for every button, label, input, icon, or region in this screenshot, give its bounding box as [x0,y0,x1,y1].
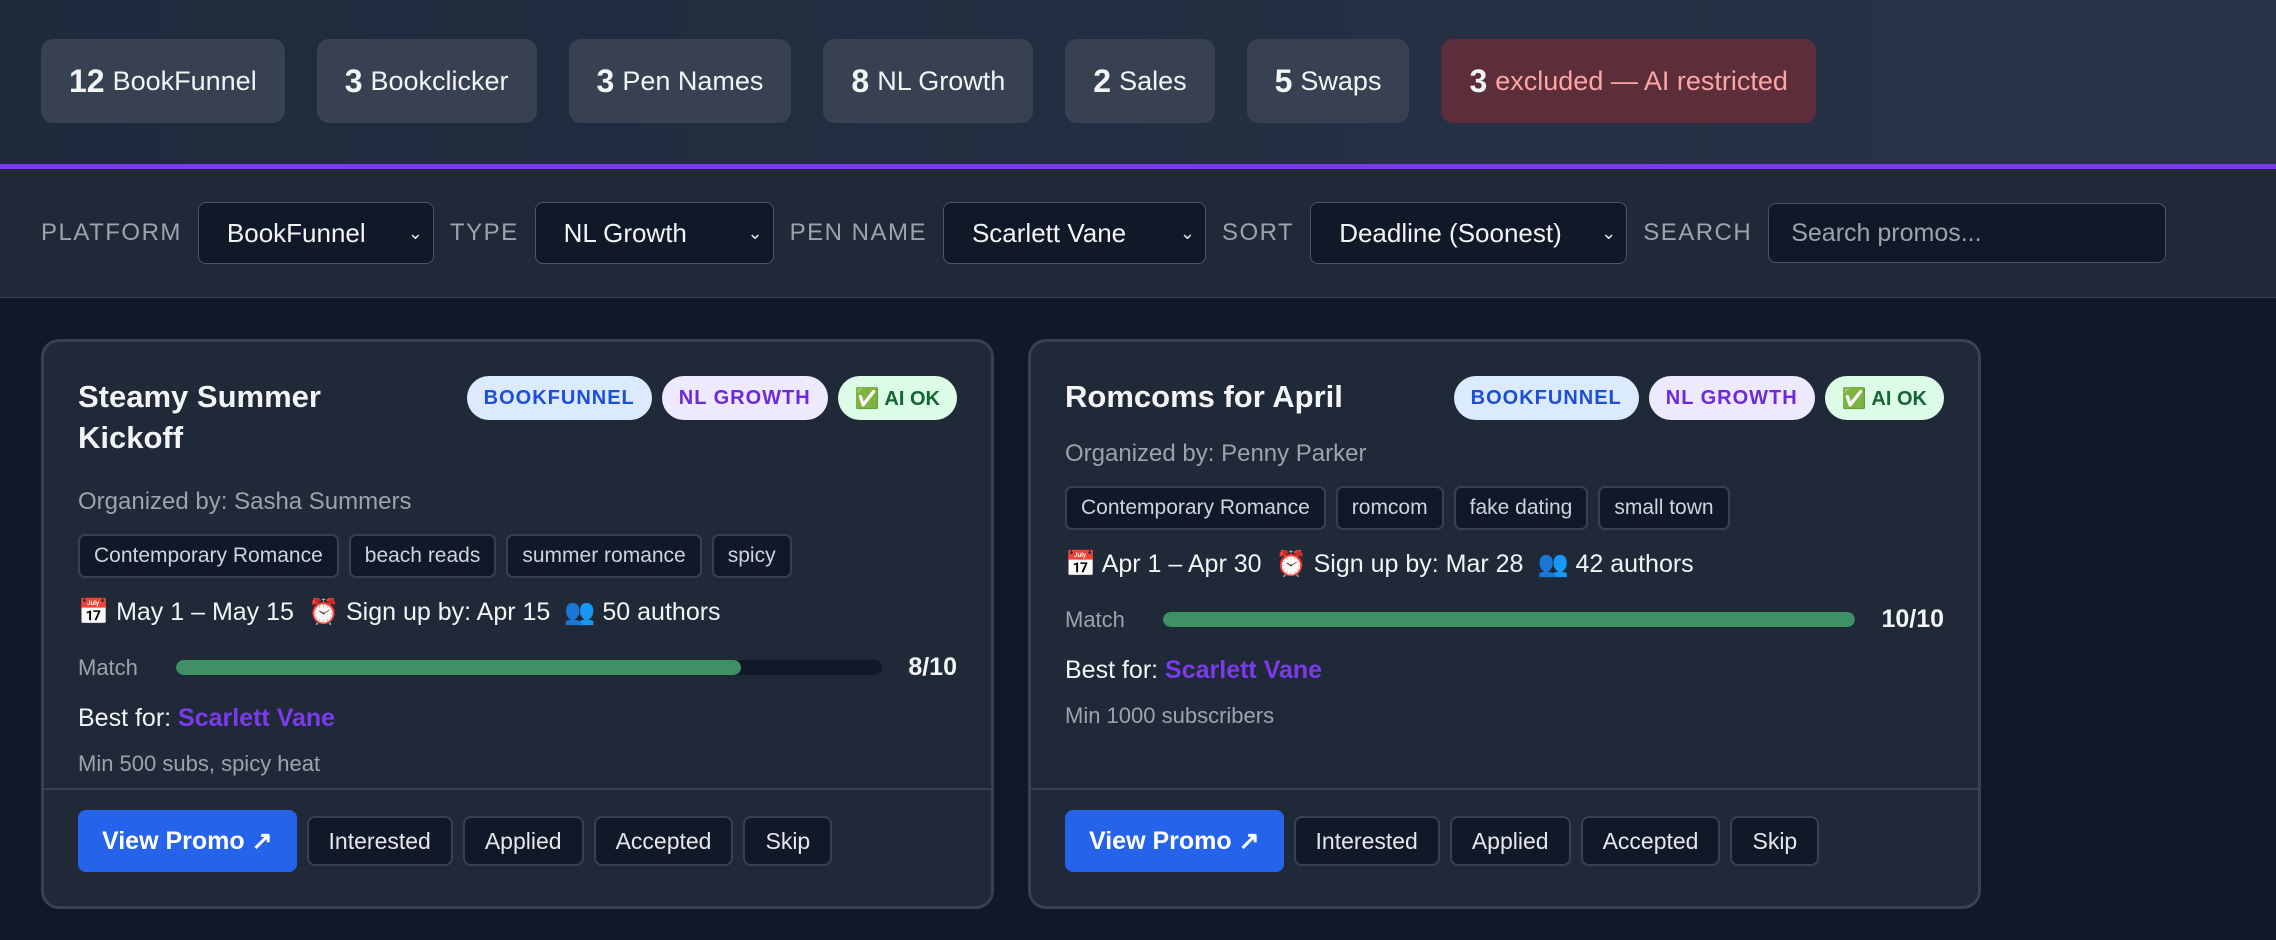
interested-button[interactable]: Interested [306,816,453,866]
stat-label: Swaps [1300,65,1382,96]
stat-label: NL Growth [877,65,1006,96]
stat-count: 5 [1274,62,1293,99]
sort-select[interactable]: Deadline (Soonest) ⌄ [1310,202,1628,264]
stat-label: BookFunnel [112,65,257,96]
stat-excluded[interactable]: 3 excluded — AI restricted [1441,39,1816,123]
view-promo-button[interactable]: View Promo ↗ [78,810,297,872]
stat-count: 3 [344,62,363,99]
promo-card: Steamy Summer Kickoff BOOKFUNNEL NL GROW… [41,339,994,909]
requirements: Min 1000 subscribers [1065,703,1275,728]
applied-button[interactable]: Applied [1449,816,1571,866]
stat-label: excluded — AI restricted [1495,65,1788,96]
match-bar [1163,612,1856,627]
pen-name-label: PEN NAME [789,219,927,246]
platform-badge: BOOKFUNNEL [1453,376,1639,420]
stat-count: 3 [1469,62,1488,99]
chevron-down-icon: ⌄ [1179,222,1195,243]
promo-title: Steamy Summer Kickoff [78,379,321,455]
best-for-pen-name: Scarlett Vane [178,704,336,732]
stat-count: 2 [1093,62,1112,99]
stats-row: 12 BookFunnel 3 Bookclicker 3 Pen Names 8 NL… [41,39,1816,123]
stat-sales[interactable]: 2 Sales [1065,39,1215,123]
type-label: TYPE [449,219,519,246]
ai-status-badge: ✅ AI OK [837,376,957,420]
stat-count: 8 [851,62,870,99]
stat-label: Pen Names [622,65,764,96]
organizer: Organized by: Sasha Summers [78,488,412,515]
match-score: 10/10 [1881,605,1944,633]
match-label: Match [78,654,138,680]
match-label: Match [1065,606,1125,632]
interested-button[interactable]: Interested [1293,816,1440,866]
type-badge: NL GROWTH [661,376,828,420]
skip-button[interactable]: Skip [743,816,833,866]
stat-bookclicker[interactable]: 3 Bookclicker [316,39,537,123]
stat-swaps[interactable]: 5 Swaps [1246,39,1410,123]
promo-dates: 📅 Apr 1 – Apr 30 [1065,550,1262,578]
stat-count: 3 [596,62,615,99]
requirements: Min 500 subs, spicy heat [78,751,321,776]
platform-value: BookFunnel [226,217,366,248]
match-bar-fill [176,660,742,675]
genre-tag: Contemporary Romance [1065,486,1326,530]
author-count: 👥 50 authors [564,598,721,626]
type-select[interactable]: NL Growth ⌄ [534,202,774,264]
match-bar [176,660,883,675]
chevron-down-icon: ⌄ [407,222,423,243]
accepted-button[interactable]: Accepted [1580,816,1721,866]
best-for-label: Best for: [1065,656,1159,684]
chevron-down-icon: ⌄ [1601,222,1617,243]
promo-grid: Steamy Summer Kickoff BOOKFUNNEL NL GROW… [0,298,2276,909]
stats-header: 12 BookFunnel 3 Bookclicker 3 Pen Names 8 NL… [0,0,2276,164]
search-placeholder: Search promos... [1791,218,1982,247]
promo-title: Romcoms for April [1065,379,1343,414]
sort-label: SORT [1221,219,1295,246]
best-for-pen-name: Scarlett Vane [1165,656,1323,684]
genre-tag: small town [1598,486,1730,530]
ai-status-badge: ✅ AI OK [1824,376,1944,420]
genre-tag: beach reads [348,534,497,578]
match-bar-fill [1163,612,1856,627]
type-badge: NL GROWTH [1648,376,1815,420]
filter-bar: PLATFORM BookFunnel ⌄ TYPE NL Growth ⌄ PEN… [0,169,2276,298]
promo-dates: 📅 May 1 – May 15 [78,598,294,626]
genre-tag: Contemporary Romance [78,534,339,578]
stat-nl-growth[interactable]: 8 NL Growth [823,39,1034,123]
genre-tag: spicy [711,534,792,578]
search-label: SEARCH [1643,219,1753,246]
signup-deadline: ⏰ Sign up by: Mar 28 [1275,550,1524,578]
chevron-down-icon: ⌄ [747,222,763,243]
stat-label: Sales [1119,65,1187,96]
signup-deadline: ⏰ Sign up by: Apr 15 [307,598,551,626]
stat-bookfunnel[interactable]: 12 BookFunnel [41,39,285,123]
applied-button[interactable]: Applied [462,816,584,866]
author-count: 👥 42 authors [1537,550,1694,578]
stat-count: 12 [69,62,105,99]
organizer: Organized by: Penny Parker [1065,440,1367,467]
platform-label: PLATFORM [41,219,182,246]
accent-divider [0,164,2276,169]
stat-pen-names[interactable]: 3 Pen Names [568,39,792,123]
match-score: 8/10 [908,653,957,681]
genre-tag: romcom [1335,486,1444,530]
skip-button[interactable]: Skip [1730,816,1820,866]
search-input[interactable]: Search promos... [1768,203,2167,263]
pen-name-select[interactable]: Scarlett Vane ⌄ [942,202,1206,264]
view-promo-button[interactable]: View Promo ↗ [1065,810,1284,872]
stat-label: Bookclicker [370,65,509,96]
promo-card: Romcoms for April BOOKFUNNEL NL GROWTH ✅… [1028,339,1981,909]
pen-name-value: Scarlett Vane [971,217,1127,248]
genre-tag: summer romance [506,534,702,578]
best-for-label: Best for: [78,704,172,732]
genre-tag: fake dating [1453,486,1589,530]
accepted-button[interactable]: Accepted [593,816,734,866]
platform-badge: BOOKFUNNEL [466,376,652,420]
sort-value: Deadline (Soonest) [1339,217,1562,248]
type-value: NL Growth [563,217,687,248]
platform-select[interactable]: BookFunnel ⌄ [197,202,434,264]
